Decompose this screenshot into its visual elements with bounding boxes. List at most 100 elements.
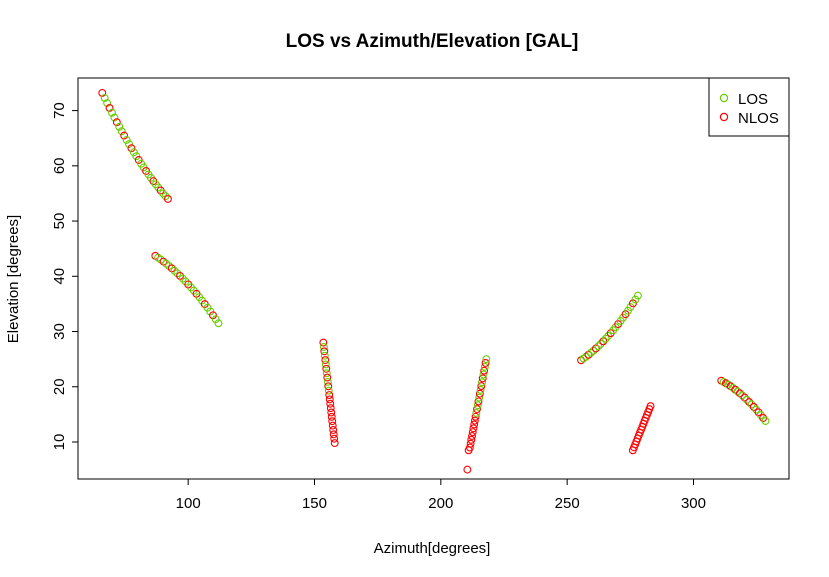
- legend-marker-nlos: [719, 112, 729, 122]
- nlos-point: [468, 428, 477, 437]
- los-point: [594, 342, 603, 351]
- y-tick-label: 70: [51, 102, 68, 119]
- chart-title: LOS vs Azimuth/Elevation [GAL]: [286, 31, 579, 52]
- nlos-point: [319, 338, 328, 347]
- y-tick-label: 30: [51, 323, 68, 340]
- los-point: [322, 369, 331, 378]
- nlos-point: [477, 382, 486, 390]
- nlos-point: [591, 344, 600, 353]
- nlos-point: [320, 347, 329, 356]
- los-point: [480, 362, 489, 371]
- los-point: [115, 122, 124, 131]
- nlos-point: [584, 350, 593, 359]
- x-tick-label: 300: [681, 495, 706, 512]
- los-point: [320, 351, 329, 360]
- legend-label-los: LOS: [738, 91, 768, 108]
- los-point: [582, 352, 590, 361]
- los-point: [596, 339, 605, 348]
- nlos-point: [327, 412, 336, 421]
- nlos-point: [105, 104, 114, 112]
- nlos-point: [470, 416, 479, 425]
- los-point: [117, 127, 126, 136]
- los-point: [761, 417, 770, 425]
- nlos-point: [328, 417, 337, 426]
- los-point: [214, 319, 223, 328]
- y-axis: 10 20 30 40 50 60 70: [51, 102, 78, 450]
- y-tick-label: 40: [51, 268, 68, 285]
- legend: LOS NLOS: [708, 77, 790, 137]
- y-tick-label: 10: [51, 434, 68, 451]
- los-point: [161, 192, 170, 201]
- nlos-point: [321, 356, 330, 364]
- los-point: [108, 108, 116, 117]
- nlos-point: [329, 426, 338, 434]
- los-point: [586, 348, 595, 357]
- los-point: [170, 266, 179, 275]
- los-point: [321, 360, 330, 369]
- nlos-point: [176, 271, 184, 280]
- nlos-point: [463, 465, 472, 474]
- nlos-point: [464, 446, 473, 455]
- los-point: [129, 148, 138, 157]
- nlos-point: [478, 374, 487, 383]
- nlos-point: [323, 373, 332, 382]
- los-point: [323, 377, 332, 386]
- nlos-point: [481, 359, 490, 367]
- los-point: [747, 400, 756, 409]
- los-point: [125, 140, 133, 149]
- los-point: [589, 346, 598, 355]
- nlos-point: [327, 408, 336, 417]
- los-point: [476, 385, 485, 394]
- nlos-point: [112, 118, 121, 127]
- nlos-point: [324, 382, 333, 391]
- nlos-point: [471, 412, 480, 421]
- y-tick-label: 20: [51, 378, 68, 395]
- plot-frame: [77, 77, 790, 480]
- nlos-point: [328, 421, 337, 430]
- nlos-point: [209, 311, 217, 320]
- nlos-point: [480, 366, 489, 375]
- nlos-point: [468, 432, 476, 440]
- nlos-point: [473, 405, 481, 414]
- nlos-point: [120, 131, 129, 140]
- legend-box: [708, 77, 790, 137]
- nlos-point: [470, 420, 479, 429]
- nlos-point: [749, 403, 758, 411]
- nlos-point: [325, 395, 334, 404]
- nlos-point: [469, 424, 478, 433]
- los-point: [122, 135, 131, 144]
- los-point: [482, 355, 491, 364]
- nlos-point: [330, 439, 339, 448]
- x-axis-label: Azimuth[degrees]: [374, 540, 491, 557]
- nlos-point: [731, 385, 740, 394]
- nlos-point: [326, 399, 335, 408]
- nlos-point: [745, 398, 754, 406]
- los-point: [733, 387, 742, 396]
- nlos-point: [322, 364, 331, 373]
- x-tick-label: 100: [176, 495, 201, 512]
- los-point: [473, 401, 482, 410]
- los-point: [752, 405, 761, 414]
- los-point: [742, 395, 751, 404]
- los-point: [472, 408, 481, 417]
- nlos-point: [127, 144, 136, 153]
- nlos-point: [330, 434, 339, 443]
- x-tick-label: 200: [428, 495, 453, 512]
- los-point: [132, 152, 141, 161]
- los-point: [103, 99, 112, 107]
- los-point: [601, 334, 610, 343]
- nlos-point: [164, 195, 172, 203]
- los-point: [478, 378, 486, 387]
- nlos-point: [98, 88, 107, 97]
- nlos-point: [599, 337, 608, 346]
- los-point: [738, 391, 747, 400]
- data-points: [98, 88, 770, 474]
- los-point: [319, 342, 328, 351]
- x-tick-label: 150: [302, 495, 327, 512]
- y-axis-label: Elevation [degrees]: [5, 215, 22, 343]
- y-tick-label: 50: [51, 213, 68, 230]
- y-tick-label: 60: [51, 157, 68, 174]
- los-point: [324, 386, 333, 395]
- nlos-point: [326, 404, 335, 413]
- nlos-point: [735, 389, 744, 398]
